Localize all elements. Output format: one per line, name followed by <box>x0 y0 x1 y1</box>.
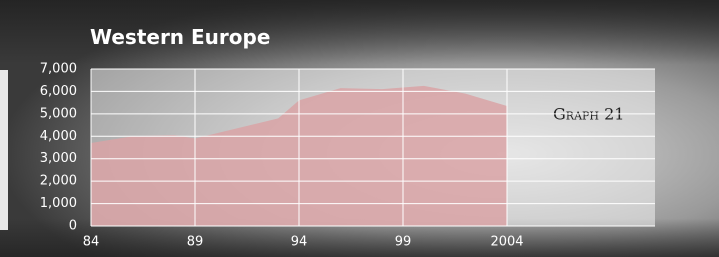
y-tick-label: 4,000 <box>40 129 77 144</box>
y-tick-label: 6,000 <box>40 84 77 99</box>
x-tick-label: 99 <box>395 235 412 250</box>
y-tick-label: 0 <box>69 219 77 234</box>
y-tick-label: 1,000 <box>40 196 77 211</box>
x-tick-label: 84 <box>83 235 100 250</box>
side-panel <box>0 70 8 230</box>
y-tick-label: 7,000 <box>40 62 77 77</box>
chart: Western Europe Graph 21 01,0002,0003,000… <box>0 0 719 257</box>
x-tick-label: 2004 <box>490 235 523 250</box>
x-tick-label: 89 <box>187 235 204 250</box>
x-tick-label: 94 <box>291 235 308 250</box>
chart-title: Western Europe <box>90 25 270 49</box>
y-tick-label: 2,000 <box>40 174 77 189</box>
y-tick-label: 5,000 <box>40 106 77 121</box>
y-tick-label: 3,000 <box>40 151 77 166</box>
